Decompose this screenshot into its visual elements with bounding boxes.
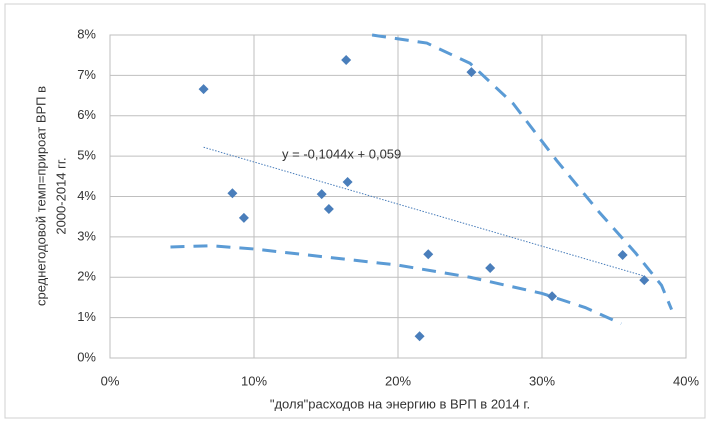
x-axis-label: "доля"расходов на энергию в ВРП в 2014 г… — [270, 396, 530, 411]
y-tick-label: 6% — [77, 107, 96, 122]
data-point — [342, 176, 353, 187]
x-tick-label: 10% — [241, 373, 267, 388]
y-tick-label: 8% — [77, 26, 96, 41]
data-point — [238, 212, 249, 223]
data-point — [323, 204, 334, 215]
y-tick-label: 0% — [77, 349, 96, 364]
y-tick-label: 1% — [77, 309, 96, 324]
data-point — [423, 249, 434, 260]
data-point — [316, 189, 327, 200]
x-tick-label: 20% — [385, 373, 411, 388]
chart-frame — [4, 3, 706, 419]
x-tick-label: 40% — [673, 373, 699, 388]
data-point — [341, 55, 352, 66]
data-point — [617, 250, 628, 261]
data-point — [466, 67, 477, 78]
confidence-curve — [170, 244, 622, 326]
x-tick-label: 0% — [101, 373, 120, 388]
confidence-curve — [371, 33, 673, 311]
data-point — [414, 331, 425, 342]
data-point — [547, 291, 558, 302]
y-tick-label: 4% — [77, 188, 96, 203]
y-axis-label: 2000-2014 гг. — [53, 157, 68, 234]
y-tick-label: 5% — [77, 148, 96, 163]
y-axis-label: среднегодовой темп=прироат ВРП в — [33, 86, 48, 306]
data-point — [639, 275, 650, 286]
data-point — [227, 188, 238, 199]
x-tick-label: 30% — [529, 373, 555, 388]
y-tick-label: 3% — [77, 228, 96, 243]
y-tick-label: 2% — [77, 269, 96, 284]
data-point — [198, 84, 209, 95]
y-tick-label: 7% — [77, 67, 96, 82]
data-point — [485, 262, 496, 273]
trendline-equation: y = -0,1044x + 0,059 — [282, 146, 401, 161]
